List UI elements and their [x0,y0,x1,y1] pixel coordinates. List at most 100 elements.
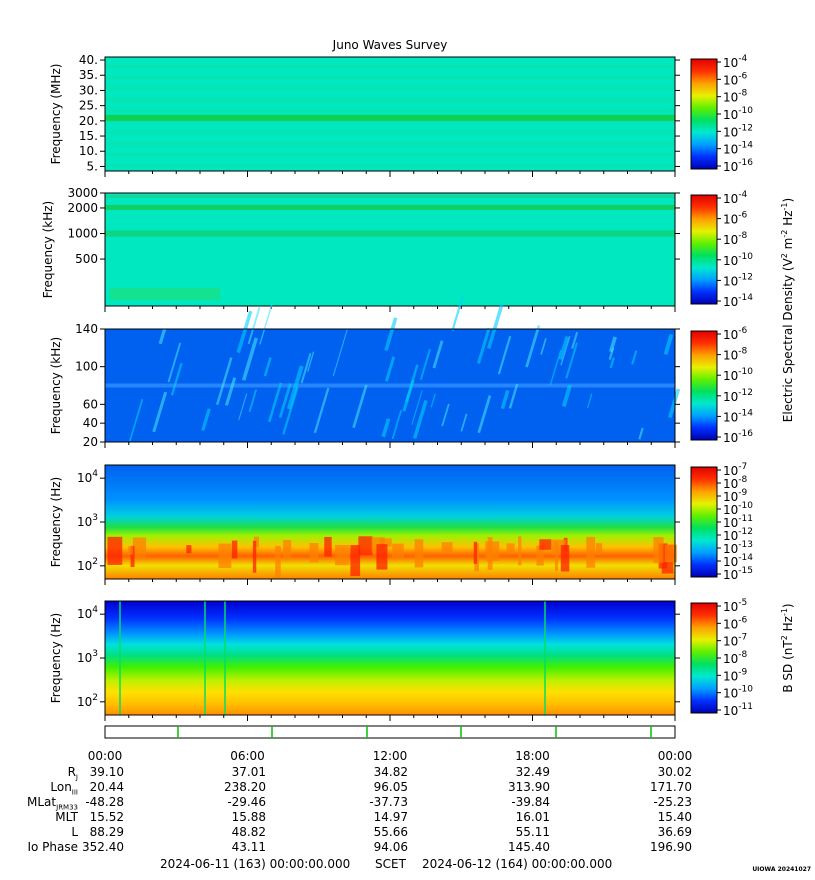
ephemeris-value: -29.46 [227,795,266,809]
ephemeris-value: 32.49 [515,765,550,779]
panel-4-ytick-label: 103 [77,513,98,529]
panel-5-cbar-tick: 10-7 [723,633,747,649]
ephemeris-label: Io Phase [27,840,78,854]
ephemeris-value: 43.11 [231,840,266,854]
ephemeris-value: -39.84 [511,795,550,809]
panel-1-ytick-label: 35. [79,68,98,82]
ephemeris-value: 36.69 [657,825,692,839]
time-tick-label: 06:00 [230,749,265,763]
ephemeris-value: 145.40 [508,840,550,854]
ephemeris-value: 15.52 [89,810,124,824]
ephemeris-value: 94.06 [373,840,408,854]
panel-5-cbar-tick: 10-9 [723,667,748,683]
ephemeris-value: 352.40 [82,840,124,854]
ephemeris-value: 55.11 [515,825,550,839]
ephemeris-value: 55.66 [373,825,408,839]
panel-2-colorbar [690,194,718,305]
footer-start-time: 2024-06-11 (163) 00:00:00.000 [160,857,351,871]
panel-4-cbar-tick: 10-7 [723,462,747,478]
panel-5-ytick-label: 102 [77,693,98,709]
ephemeris-label: MLT [55,810,78,824]
panel-5-cbar-tick: 10-10 [723,685,753,701]
ephemeris-label: MLatJRM33 [27,795,78,812]
ephemeris-value: 30.02 [657,765,692,779]
panel-1-cbar-tick: 10-12 [723,123,753,139]
panel-3-cbar-tick: 10-16 [723,429,753,445]
panel-5-cbar-tick: 10-8 [723,650,748,666]
ephemeris-label: RJ [67,765,78,782]
panel-3-cbar-tick: 10-12 [723,388,753,404]
time-tick-label: 12:00 [373,749,408,763]
panel-3: 140 100 60 40 20 Frequency (kHz) 10-6 10-8 10-10… [49,294,753,449]
panel-5-cbar-tick: 10-6 [723,615,748,631]
panel-1-ytick-label: 10. [79,144,98,158]
ephemeris-value: 34.82 [373,765,408,779]
ephemeris-value: -37.73 [369,795,408,809]
ephemeris-value: -48.28 [85,795,124,809]
ephemeris-value: 14.97 [373,810,408,824]
panel-4-cbar-tick: 10-14 [723,553,753,569]
ephemeris-value: 15.88 [231,810,266,824]
panel-3-ytick-label: 60 [83,397,98,411]
panel-2-ytick-label: 500 [75,252,98,266]
time-tick-label: 00:00 [658,749,693,763]
ephemeris-value: 313.90 [508,780,550,794]
panel-1-cbar-tick: 10-6 [723,71,748,87]
panel-1-ytick-label: 30. [79,83,98,97]
panel-3-ytick-label: 140 [75,322,98,336]
panel-4-cbar-tick: 10-11 [723,514,753,530]
panel-2-cbar-tick: 10-4 [723,190,748,206]
panel-4-cbar-tick: 10-10 [723,501,753,517]
panel-2-cbar-tick: 10-12 [723,272,753,288]
panel-4-ytick-label: 104 [77,469,98,485]
panel-3-ytick-label: 20 [83,435,98,449]
panel-4: 104 103 102 Frequency (Hz) 10-710-810-910-10… [49,462,753,585]
time-tick-label: 18:00 [515,749,550,763]
panel-1-cbar-tick: 10-10 [723,106,753,122]
panel-2-ytick-label: 3000 [67,186,98,200]
panel-1-cbar-tick: 10-14 [723,141,753,157]
ephemeris-label: L [71,825,78,839]
panel-2-cbar-tick: 10-8 [723,231,748,247]
panel-5-cbar-tick: 10-5 [723,598,747,614]
footer-scet: SCET [375,857,406,871]
ephemeris-value: 196.90 [650,840,692,854]
time-tick-label: 00:00 [88,749,123,763]
ephemeris-value: 39.10 [89,765,124,779]
panel-3-ylabel: Frequency (kHz) [49,337,63,434]
panel-2-ylabel: Frequency (kHz) [41,201,55,298]
panel-5-ytick-label: 103 [77,649,98,665]
panel-1-ytick-label: 5. [87,159,98,173]
panel-4-cbar-tick: 10-9 [723,488,748,504]
magnetic-cbar-label: B SD (nT2 Hz-1) [780,603,795,692]
electric-label-b: m [781,238,795,250]
panel-5-cbar-tick: 10-11 [723,702,753,718]
panel-4-cbar-tick: 10-12 [723,527,753,543]
ephemeris-value: 171.70 [650,780,692,794]
panel-1-colorbar [690,58,718,170]
panel-2-ytick-label: 1000 [67,227,98,241]
ephemeris-value: 238.20 [224,780,266,794]
panel-4-cbar-tick: 10-15 [723,566,753,582]
panel-3-ytick-label: 40 [83,416,98,430]
footer-end-time: 2024-06-12 (164) 00:00:00.000 [422,857,613,871]
ephemeris-value: 37.01 [231,765,266,779]
panel-1-cbar-tick: 10-8 [723,89,748,105]
panel-3-cbar-tick: 10-6 [723,326,748,342]
panel-3-cbar-tick: 10-10 [723,367,753,383]
panel-1-cbar-tick: 10-4 [723,54,748,70]
panel-5-ylabel: Frequency (Hz) [49,613,63,704]
time-strip [104,725,676,739]
panel-1: 40.35.30. 25.20.15.10.5. Frequency (MHz) 10… [49,53,753,177]
panel-4-cbar-tick: 10-8 [723,475,748,491]
ephemeris-label: LonIII [50,780,78,797]
panel-5-colorbar [690,602,718,714]
panel-4-cbar-tick: 10-13 [723,540,753,556]
panel-3-cbar-tick: 10-14 [723,408,753,424]
panel-2-cbar-tick: 10-14 [723,293,753,309]
panel-1-ytick-label: 15. [79,129,98,143]
